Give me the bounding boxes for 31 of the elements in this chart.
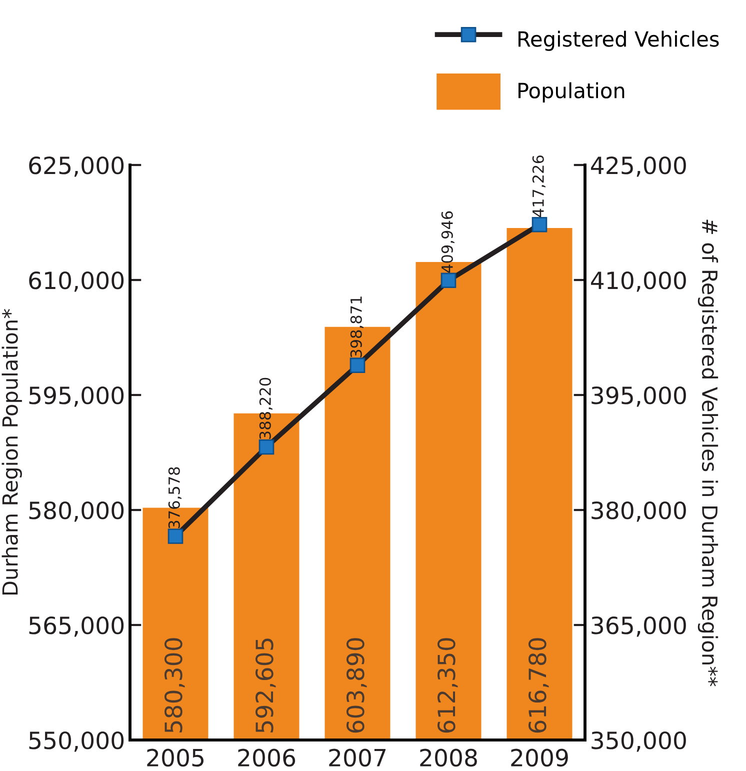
y-tick-label: 595,000 xyxy=(29,386,124,407)
y2-tick-label: 380,000 xyxy=(592,501,686,522)
x-tick-label: 2006 xyxy=(238,748,296,767)
x-tick-label: 2009 xyxy=(511,748,568,767)
y-tick-label: 580,000 xyxy=(29,501,124,522)
y2-tick-label: 425,000 xyxy=(591,156,686,177)
data-label: 417,226 xyxy=(532,155,546,217)
data-label: 580,300 xyxy=(164,638,185,732)
data-label: 592,605 xyxy=(255,638,276,732)
y2-axis-title: # of Registered Vehicles in Durham Region** xyxy=(698,220,718,686)
y-tick-label: 565,000 xyxy=(29,616,124,637)
data-label: 398,871 xyxy=(350,296,364,358)
data-label: 616,780 xyxy=(528,638,549,733)
legend-label: Population xyxy=(518,82,624,102)
data-label: 376,578 xyxy=(168,467,182,528)
x-tick-label: 2008 xyxy=(420,748,477,767)
y2-tick-label: 350,000 xyxy=(592,731,686,752)
legend-label: Registered Vehicles xyxy=(518,30,719,51)
data-label: 409,946 xyxy=(441,211,454,273)
y-tick-label: 550,000 xyxy=(29,731,124,752)
data-label: 603,890 xyxy=(346,638,367,733)
y-tick-label: 625,000 xyxy=(29,156,124,177)
x-tick-label: 2007 xyxy=(329,748,386,767)
y2-tick-label: 365,000 xyxy=(592,616,686,637)
data-label: 388,220 xyxy=(259,378,272,439)
y2-tick-label: 395,000 xyxy=(592,386,686,407)
data-label: 612,350 xyxy=(437,638,458,733)
y2-tick-label: 410,000 xyxy=(591,271,686,292)
y-tick-label: 610,000 xyxy=(29,271,124,292)
y-axis-title: Durham Region Population* xyxy=(2,309,22,595)
x-tick-label: 2005 xyxy=(147,748,204,767)
